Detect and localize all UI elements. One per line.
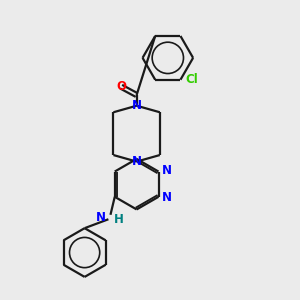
Text: O: O	[116, 80, 126, 93]
Text: Cl: Cl	[185, 73, 198, 86]
Text: N: N	[132, 99, 142, 112]
Text: H: H	[114, 213, 124, 226]
Text: N: N	[162, 191, 172, 204]
Text: N: N	[162, 164, 172, 178]
Text: N: N	[132, 155, 142, 168]
Text: N: N	[96, 211, 106, 224]
